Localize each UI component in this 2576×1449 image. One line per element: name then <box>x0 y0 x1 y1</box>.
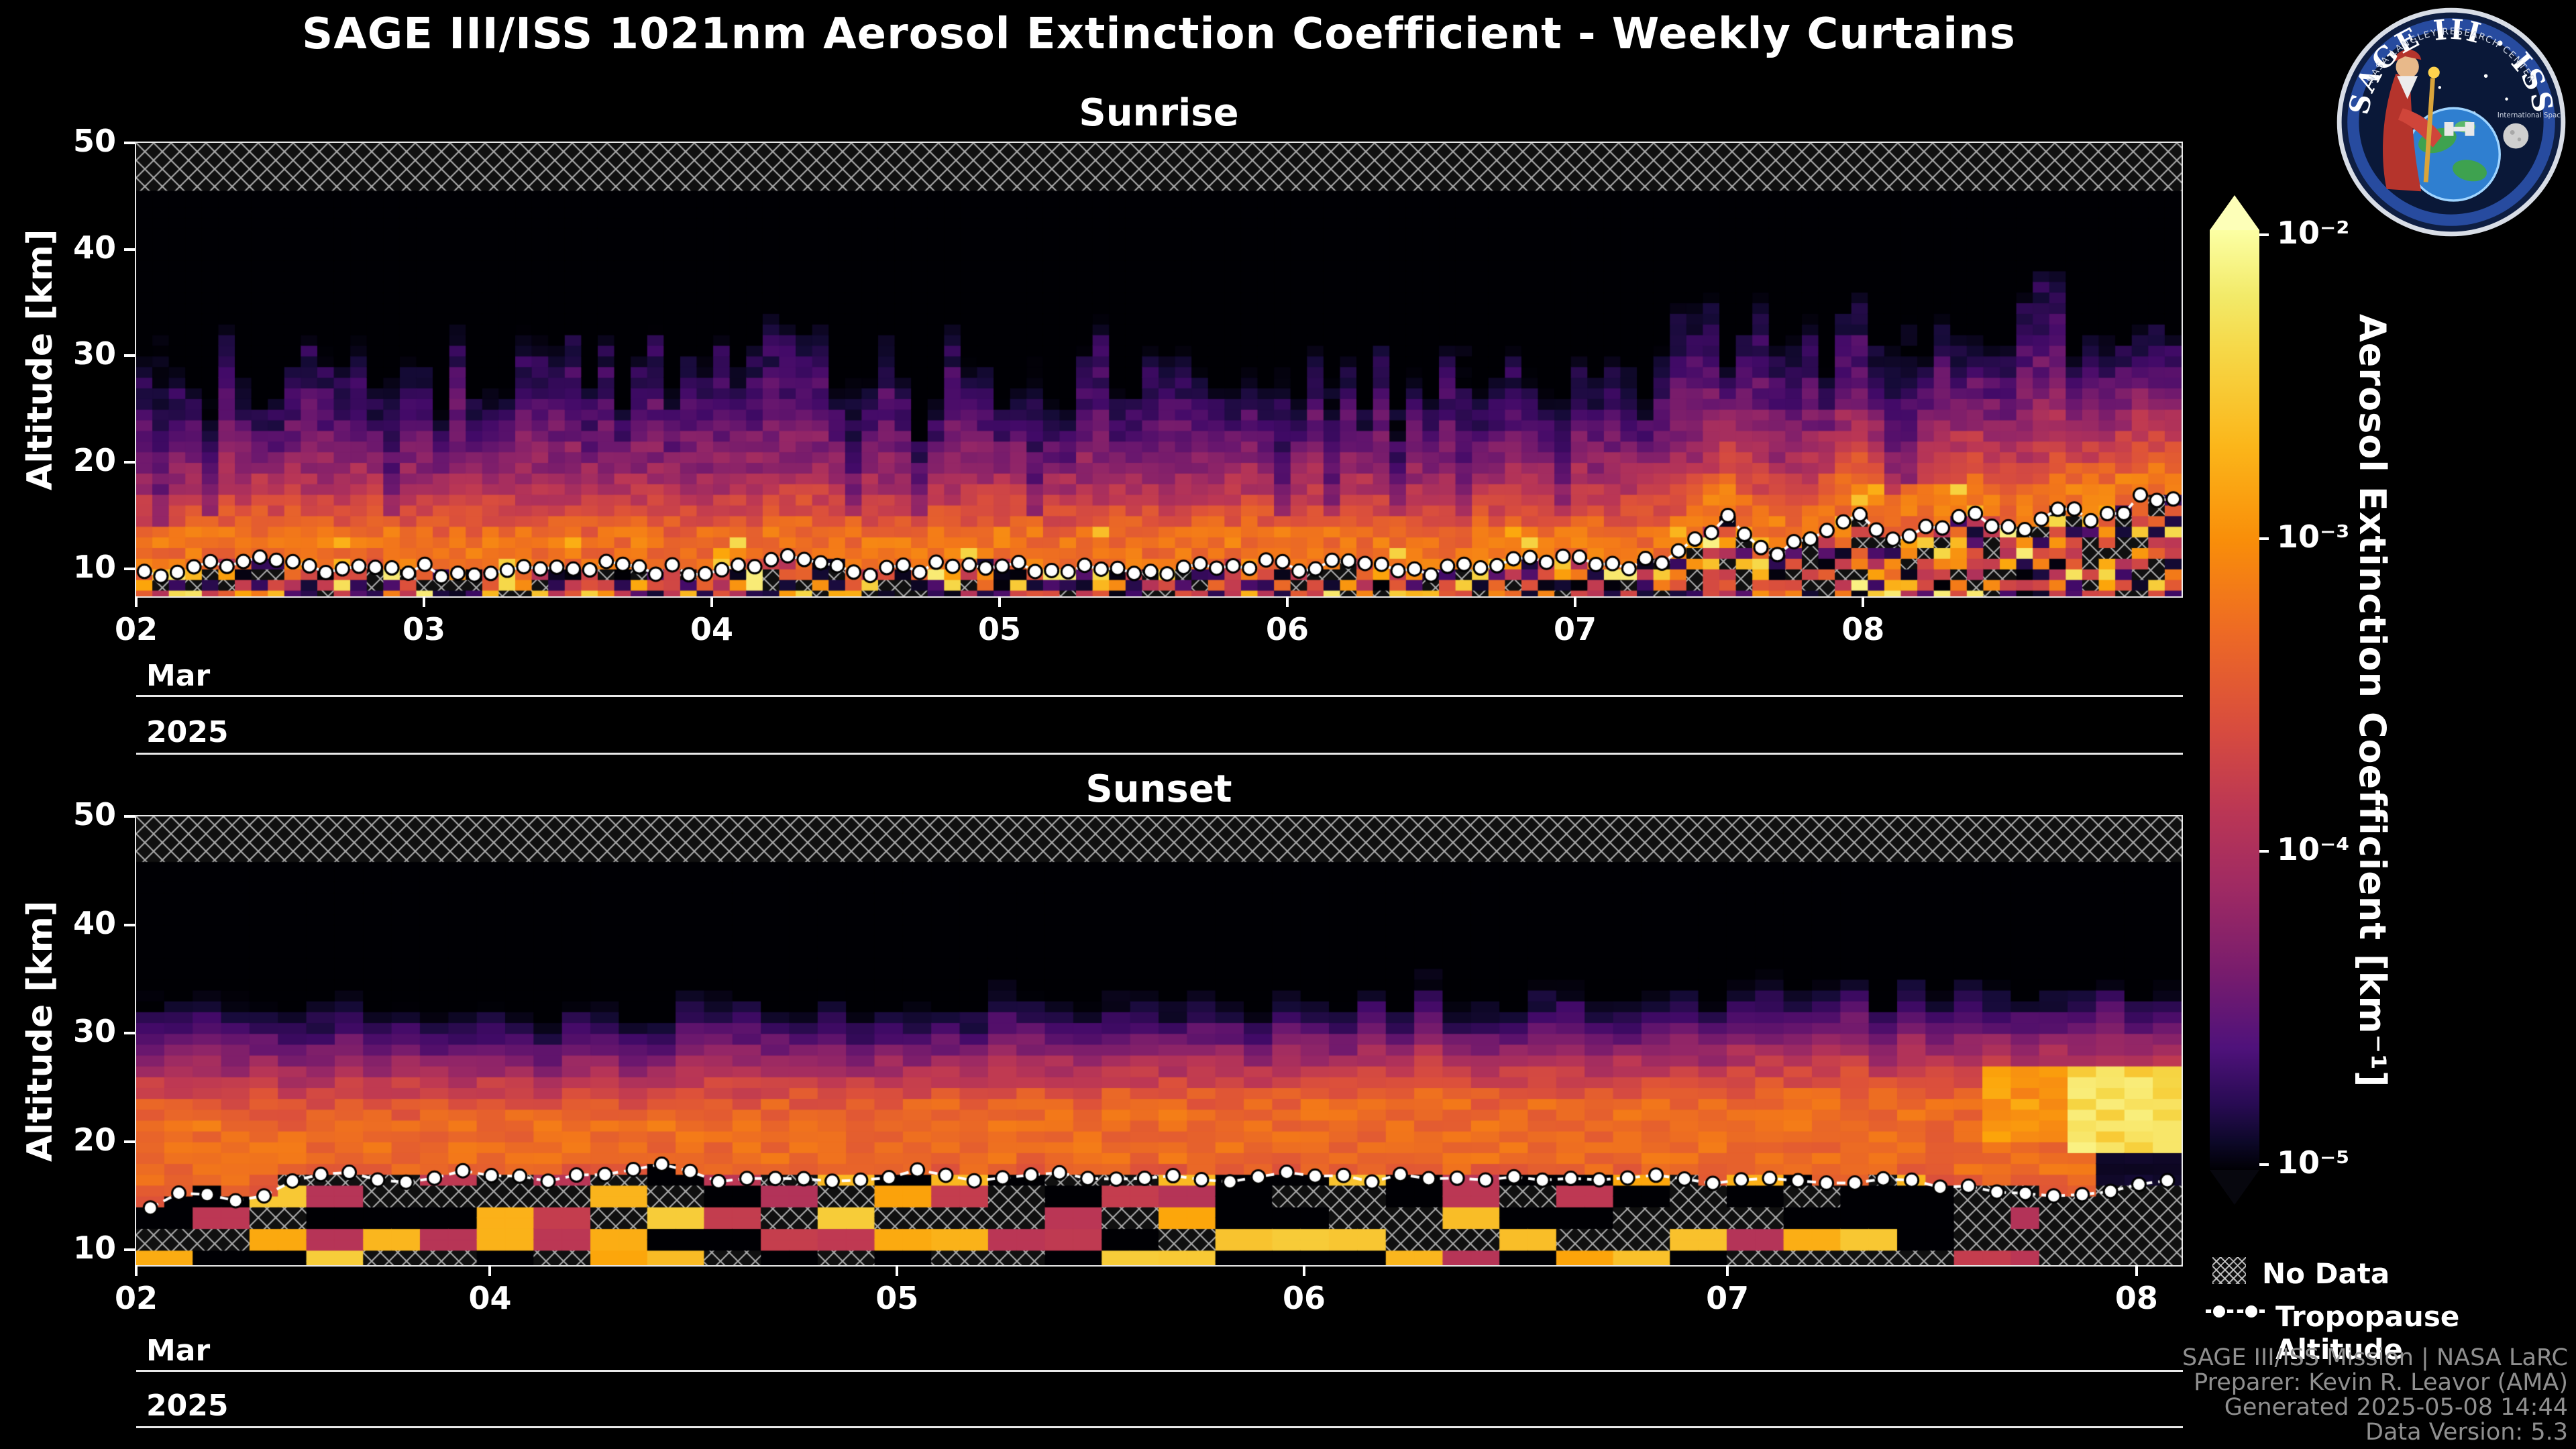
y-tick-mark <box>124 567 135 570</box>
x-tick-label: 08 <box>1841 611 1885 647</box>
colorbar-tick-mark <box>2259 537 2269 540</box>
x-tick-label: 05 <box>977 611 1021 647</box>
credit-mission: SAGE III/ISS Mission | NASA LaRC <box>2182 1344 2568 1371</box>
sunset-x-axis-year-label: 2025 <box>146 1389 229 1423</box>
moon-illustration <box>2503 123 2529 149</box>
x-tick-mark <box>1285 596 1289 607</box>
tropopause-legend-dot <box>2211 1303 2227 1320</box>
y-tick-mark <box>124 142 135 144</box>
y-tick-mark <box>124 248 135 251</box>
x-tick-mark <box>1573 596 1576 607</box>
colorbar-tick-label: 10⁻⁴ <box>2277 831 2350 868</box>
x-tick-mark <box>135 1265 138 1276</box>
sunrise-x-axis-month-label: Mar <box>146 659 211 693</box>
colorbar-label: Aerosol Extinction Coefficient [km⁻¹] <box>2351 314 2394 1088</box>
sage-iii-iss-mission-patch-logo: SAGE III · ISS NASA LANGLEY RESEARCH CEN… <box>2337 7 2567 237</box>
x-tick-mark <box>135 596 138 607</box>
colorbar-tick-label: 10⁻² <box>2277 215 2350 251</box>
x-tick-label: 07 <box>1706 1280 1750 1316</box>
x-tick-label: 06 <box>1265 611 1309 647</box>
colorbar-arrow-bottom <box>2210 1170 2259 1205</box>
tropopause-legend-line <box>2206 1309 2265 1313</box>
y-tick-label: 30 <box>72 1013 116 1050</box>
x-tick-label: 06 <box>1282 1280 1326 1316</box>
sunrise-heatmap-canvas <box>136 143 2182 596</box>
y-tick-label: 30 <box>72 335 116 372</box>
y-tick-mark <box>124 815 135 818</box>
credit-generated: Generated 2025-05-08 14:44 <box>2224 1393 2568 1421</box>
colorbar-tick-label: 10⁻⁵ <box>2277 1144 2350 1181</box>
credits-block: SAGE III/ISS Mission | NASA LaRC Prepare… <box>2182 1344 2568 1446</box>
x-tick-label: 08 <box>2114 1280 2158 1316</box>
y-tick-mark <box>124 1140 135 1143</box>
y-tick-label: 50 <box>72 123 116 159</box>
y-tick-mark <box>124 354 135 358</box>
x-tick-label: 02 <box>114 1280 158 1316</box>
x-tick-mark <box>1726 1265 1729 1276</box>
x-tick-mark <box>710 596 713 607</box>
y-tick-label: 10 <box>72 1230 116 1267</box>
x-tick-label: 05 <box>875 1280 919 1316</box>
x-tick-mark <box>896 1265 899 1276</box>
sunrise-month-divider-line <box>136 695 2183 697</box>
y-tick-label: 20 <box>72 1121 116 1158</box>
y-tick-mark <box>124 923 135 926</box>
sunset-month-divider-line <box>136 1370 2183 1372</box>
sunset-heatmap-canvas <box>136 816 2182 1265</box>
y-tick-label: 20 <box>72 442 116 479</box>
colorbar-tick-mark <box>2259 850 2269 853</box>
x-tick-mark <box>422 596 425 607</box>
y-tick-mark <box>124 1248 135 1252</box>
y-tick-label: 50 <box>72 796 116 833</box>
y-tick-mark <box>124 1032 135 1035</box>
wizard-illustration <box>2383 50 2443 192</box>
colorbar-arrow-top <box>2210 195 2259 230</box>
colorbar-tick-mark <box>2259 1163 2269 1166</box>
credit-data-version: Data Version: 5.3 <box>2365 1418 2568 1446</box>
panel-title-sunset: Sunset <box>1085 767 1232 811</box>
sunset-year-divider-line <box>136 1426 2183 1428</box>
no-data-legend-label: No Data <box>2262 1257 2390 1290</box>
colorbar-tick-mark <box>2259 233 2269 236</box>
y-tick-label: 40 <box>72 229 116 266</box>
y-tick-label: 40 <box>72 904 116 941</box>
credit-preparer: Preparer: Kevin R. Leavor (AMA) <box>2194 1368 2568 1396</box>
no-data-legend-swatch <box>2212 1257 2246 1284</box>
x-tick-mark <box>1862 596 1865 607</box>
x-tick-mark <box>1302 1265 1305 1276</box>
x-tick-label: 04 <box>468 1280 512 1316</box>
colorbar-tick-label: 10⁻³ <box>2277 518 2350 555</box>
sunset-x-axis-month-label: Mar <box>146 1334 211 1368</box>
y-tick-label: 10 <box>72 548 116 585</box>
tropopause-legend-dot <box>2243 1303 2259 1320</box>
y-tick-mark <box>124 461 135 464</box>
colorbar-gradient <box>2210 230 2259 1170</box>
tropopause-legend-marker <box>2206 1303 2265 1320</box>
patch-subtitle-text: International Space Station <box>2498 111 2567 119</box>
x-tick-label: 02 <box>114 611 158 647</box>
sunrise-year-divider-line <box>136 753 2183 755</box>
figure-title: SAGE III/ISS 1021nm Aerosol Extinction C… <box>302 9 2016 59</box>
x-tick-mark <box>488 1265 492 1276</box>
tropopause-legend-label: Tropopause Altitude <box>2275 1300 2460 1366</box>
panel-title-sunrise: Sunrise <box>1079 91 1239 135</box>
x-tick-mark <box>998 596 1001 607</box>
iss-illustration <box>2444 122 2475 136</box>
x-tick-label: 04 <box>690 611 733 647</box>
sunrise-x-axis-year-label: 2025 <box>146 715 229 749</box>
x-tick-label: 07 <box>1553 611 1597 647</box>
x-tick-label: 03 <box>402 611 445 647</box>
x-tick-mark <box>2135 1265 2138 1276</box>
